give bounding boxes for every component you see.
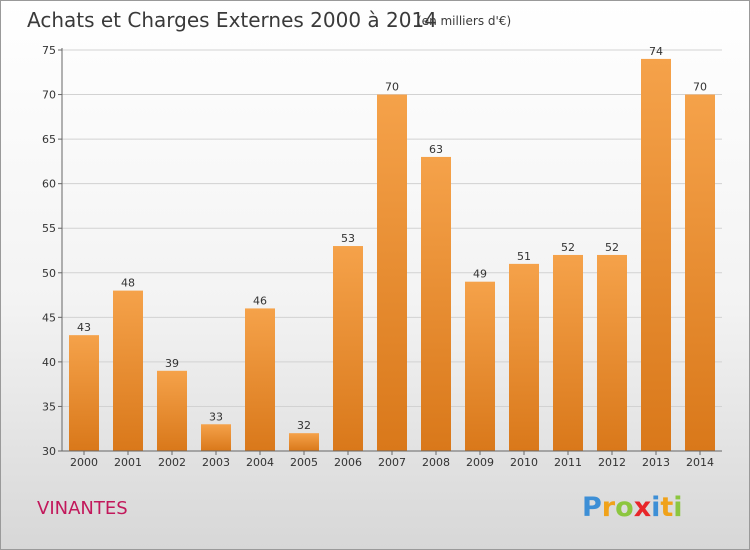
logo-letter: x xyxy=(634,492,651,523)
value-label: 74 xyxy=(649,45,663,58)
value-label: 70 xyxy=(385,81,399,94)
y-tick-label: 35 xyxy=(42,400,56,413)
axes: 30 35 40 45 50 55 60 65 70 75 2000 2001 2002 2003 2004… xyxy=(42,44,722,469)
y-tick-label: 30 xyxy=(42,445,56,458)
x-tick-label: 2006 xyxy=(334,456,362,469)
y-tick-label: 65 xyxy=(42,133,56,146)
proxiti-logo: Proxiti xyxy=(582,492,683,523)
bars: 43 48 39 33 46 32 53 70 63 49 51 52 52 74 70 xyxy=(69,45,715,452)
bar xyxy=(69,335,99,451)
value-label: 33 xyxy=(209,410,223,423)
logo-letter: o xyxy=(615,492,634,523)
logo-letter: P xyxy=(582,492,602,523)
x-tick-label: 2003 xyxy=(202,456,230,469)
x-tick-label: 2007 xyxy=(378,456,406,469)
bar xyxy=(113,290,143,451)
chart-subtitle: (en milliers d'€) xyxy=(417,14,511,28)
y-tick-label: 45 xyxy=(42,311,56,324)
logo-letter: i xyxy=(673,492,682,523)
value-label: 32 xyxy=(297,419,311,432)
value-label: 51 xyxy=(517,250,531,263)
bar xyxy=(333,246,363,451)
value-label: 52 xyxy=(605,241,619,254)
y-tick-label: 60 xyxy=(42,178,56,191)
bar xyxy=(201,424,231,451)
x-tick-label: 2004 xyxy=(246,456,274,469)
bar xyxy=(597,254,627,451)
value-label: 52 xyxy=(561,241,575,254)
chart-title: Achats et Charges Externes 2000 à 2014 xyxy=(27,8,437,32)
value-label: 53 xyxy=(341,232,355,245)
x-tick-label: 2014 xyxy=(686,456,714,469)
y-tick-label: 40 xyxy=(42,356,56,369)
value-label: 48 xyxy=(121,277,135,290)
x-tick-label: 2012 xyxy=(598,456,626,469)
x-tick-label: 2000 xyxy=(70,456,98,469)
y-tick-label: 50 xyxy=(42,267,56,280)
value-label: 43 xyxy=(77,321,91,334)
logo-letter: i xyxy=(651,492,660,523)
bar xyxy=(465,281,495,451)
y-tick-label: 70 xyxy=(42,89,56,102)
x-tick-label: 2005 xyxy=(290,456,318,469)
commune-name: VINANTES xyxy=(37,498,128,519)
x-tick-label: 2013 xyxy=(642,456,670,469)
x-tick-label: 2011 xyxy=(554,456,582,469)
value-label: 49 xyxy=(473,268,487,281)
logo-letter: r xyxy=(602,492,616,523)
bar xyxy=(421,156,451,451)
x-tick-label: 2002 xyxy=(158,456,186,469)
bar xyxy=(157,370,187,451)
bar xyxy=(377,94,407,452)
value-label: 39 xyxy=(165,357,179,370)
y-tick-label: 75 xyxy=(42,44,56,57)
value-label: 70 xyxy=(693,81,707,94)
x-tick-label: 2001 xyxy=(114,456,142,469)
logo-letter: t xyxy=(660,492,673,523)
bar xyxy=(641,58,671,452)
bar xyxy=(289,433,319,451)
bar xyxy=(553,254,583,451)
bar xyxy=(509,263,539,451)
value-label: 63 xyxy=(429,143,443,156)
y-tick-label: 55 xyxy=(42,222,56,235)
x-tick-label: 2010 xyxy=(510,456,538,469)
value-label: 46 xyxy=(253,294,267,307)
bar xyxy=(685,94,715,452)
bar xyxy=(245,308,275,451)
x-tick-label: 2008 xyxy=(422,456,450,469)
x-tick-label: 2009 xyxy=(466,456,494,469)
